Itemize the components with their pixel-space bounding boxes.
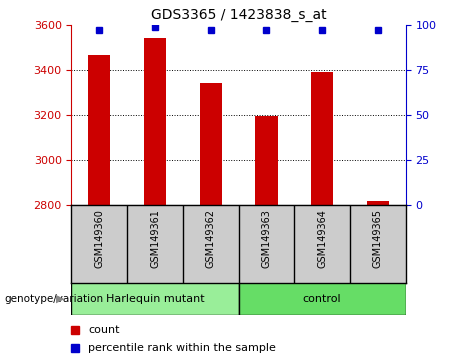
Bar	[71, 283, 239, 315]
Text: genotype/variation: genotype/variation	[5, 294, 104, 304]
Text: ▶: ▶	[56, 294, 64, 304]
Bar	[88, 55, 111, 205]
Title: GDS3365 / 1423838_s_at: GDS3365 / 1423838_s_at	[151, 8, 326, 22]
Text: GSM149360: GSM149360	[95, 209, 104, 268]
Text: count: count	[88, 325, 120, 335]
Text: GSM149363: GSM149363	[261, 209, 272, 268]
Text: control: control	[303, 294, 342, 304]
Bar	[238, 283, 406, 315]
Bar	[144, 38, 166, 205]
Text: GSM149361: GSM149361	[150, 209, 160, 268]
Text: GSM149364: GSM149364	[317, 209, 327, 268]
Text: percentile rank within the sample: percentile rank within the sample	[88, 343, 276, 353]
Bar	[255, 116, 278, 205]
Text: GSM149365: GSM149365	[373, 209, 383, 268]
Text: GSM149362: GSM149362	[206, 209, 216, 268]
Bar	[366, 201, 389, 205]
Bar	[311, 72, 333, 205]
Bar	[200, 84, 222, 205]
Text: Harlequin mutant: Harlequin mutant	[106, 294, 204, 304]
